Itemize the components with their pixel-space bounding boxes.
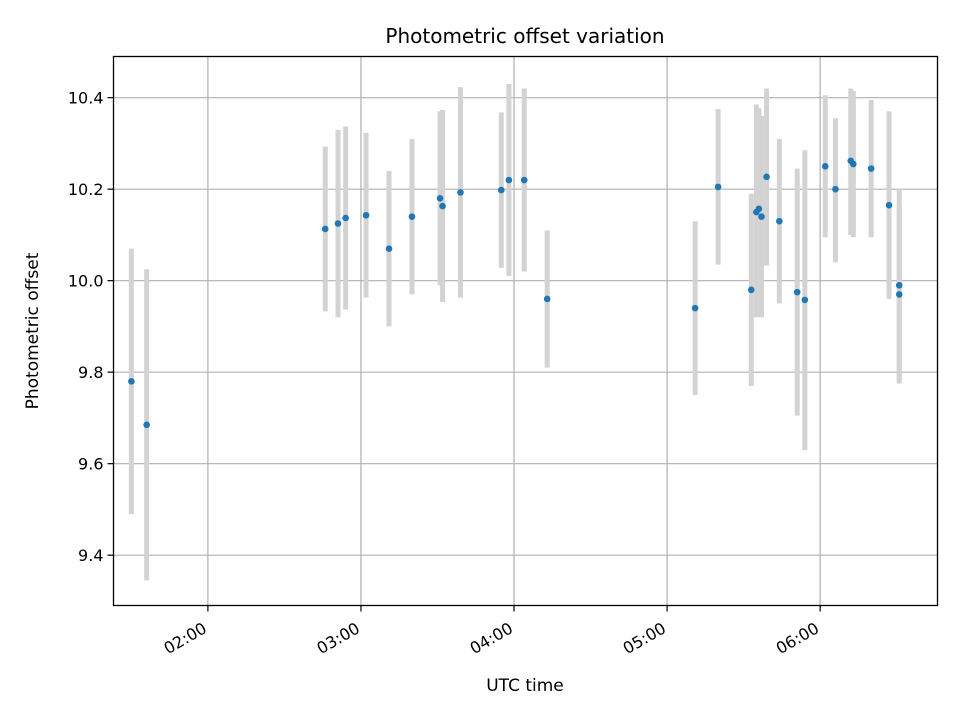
y-axis-label: Photometric offset: [23, 252, 43, 409]
plot-frame: [112, 55, 939, 607]
data-point: [850, 160, 857, 168]
x-axis-ticks: 02:00 03:00 04:00 05:00 06:00: [160, 605, 822, 659]
data-point: [543, 295, 551, 303]
data-point: [832, 185, 839, 193]
y-tick-label: 10.0: [68, 272, 104, 291]
data-point: [505, 176, 513, 184]
chart-title: Photometric offset variation: [385, 24, 664, 48]
y-tick-label: 9.4: [78, 546, 103, 565]
data-point: [763, 173, 770, 181]
data-point: [385, 245, 393, 252]
data-point: [714, 183, 722, 191]
data-point: [821, 163, 829, 170]
data-point: [321, 225, 329, 233]
x-axis-label: UTC time: [486, 676, 564, 696]
x-tick-label: 03:00: [314, 619, 363, 659]
data-point: [895, 291, 903, 298]
point-layer: [128, 157, 903, 429]
data-point: [143, 421, 150, 429]
grid-layer: [113, 56, 938, 606]
x-tick-label: 02:00: [160, 619, 209, 659]
x-tick-label: 06:00: [773, 619, 822, 659]
y-tick-label: 9.6: [78, 455, 103, 474]
data-point: [457, 189, 464, 196]
data-point: [436, 195, 444, 202]
data-point: [801, 296, 809, 304]
y-tick-label: 10.4: [68, 89, 104, 108]
data-point: [439, 202, 446, 210]
x-tick-label: 04:00: [467, 619, 516, 659]
data-point: [867, 165, 875, 172]
data-point: [408, 213, 416, 220]
data-point: [747, 286, 755, 294]
data-point: [691, 304, 699, 312]
data-point: [362, 211, 370, 219]
data-point: [895, 281, 903, 289]
data-point: [342, 214, 349, 222]
data-point: [885, 201, 893, 209]
data-point: [776, 217, 783, 225]
y-tick-label: 10.2: [68, 180, 104, 199]
data-point: [755, 205, 763, 213]
data-point: [793, 288, 801, 296]
errorbar-layer: [128, 83, 902, 581]
y-axis-ticks: 9.4 9.6 9.8 10.0 10.2 10.4: [68, 89, 114, 565]
data-point: [334, 220, 342, 227]
y-tick-label: 9.8: [78, 363, 103, 382]
x-tick-label: 05:00: [620, 619, 669, 659]
data-point: [520, 176, 528, 184]
data-point: [497, 186, 505, 194]
data-point: [758, 213, 765, 220]
data-point: [128, 378, 135, 385]
